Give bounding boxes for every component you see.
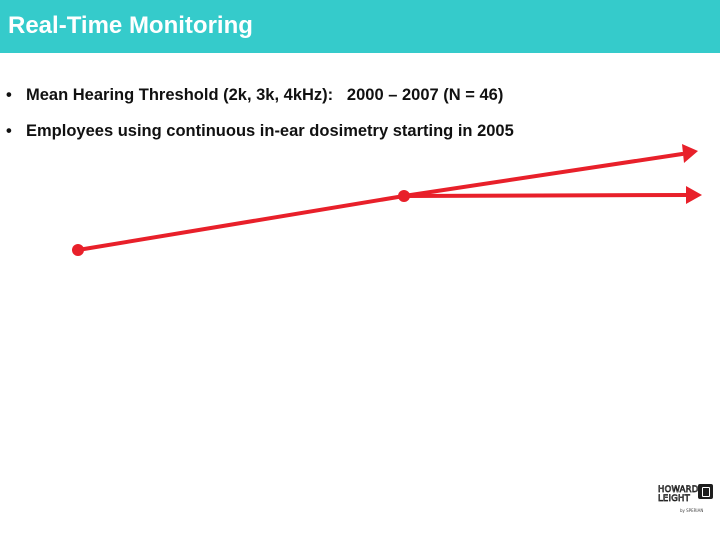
earplug-logo-icon	[698, 484, 713, 499]
logo-line-1: HOWARD	[658, 485, 699, 496]
bullet-text: Mean Hearing Threshold (2k, 3k, 4kHz): 2…	[26, 86, 504, 104]
arrowhead-upper	[682, 144, 698, 163]
trend-line-2000-2005	[76, 194, 406, 252]
bullet-item-mean-hearing-threshold: • Mean Hearing Threshold (2k, 3k, 4kHz):…	[6, 86, 706, 122]
bullet-symbol: •	[6, 86, 12, 104]
logo-byline: by SPERIAN	[680, 508, 704, 513]
arrowhead-lower	[686, 186, 702, 204]
bullet-symbol: •	[6, 122, 12, 140]
logo-line-2: LEIGHT	[658, 494, 690, 505]
company-logo: HOWARD LEIGHT by SPERIAN	[658, 484, 714, 534]
data-point-2005	[398, 190, 410, 202]
trend-line-upper-projection	[402, 152, 684, 198]
bullet-item-in-ear-dosimetry: • Employees using continuous in-ear dosi…	[6, 122, 706, 158]
bullet-list: • Mean Hearing Threshold (2k, 3k, 4kHz):…	[6, 86, 706, 158]
trend-line-lower-actual	[402, 193, 688, 198]
page-title: Real-Time Monitoring	[8, 12, 253, 39]
data-point-start	[72, 244, 84, 256]
title-bar: Real-Time Monitoring	[0, 0, 720, 53]
bullet-text: Employees using continuous in-ear dosime…	[26, 122, 514, 140]
